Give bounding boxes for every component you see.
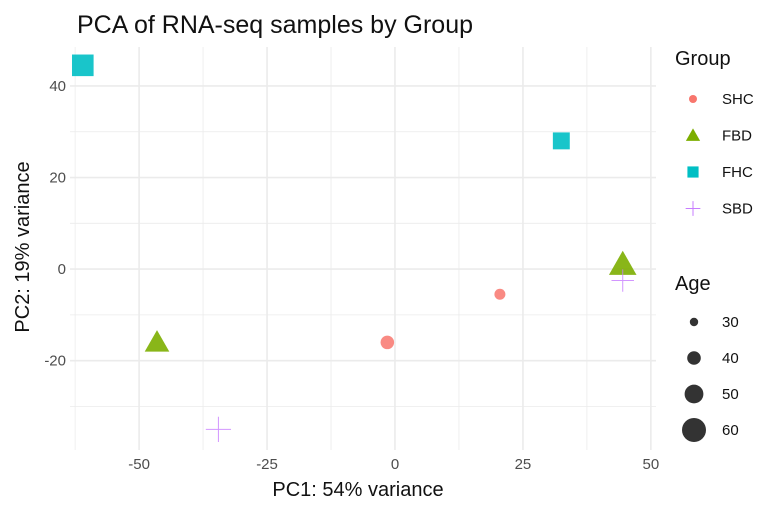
age-legend-key [684,384,704,404]
age-legend-label: 60 [722,422,739,439]
group-legend-title: Group [675,48,731,70]
data-point-fbd [608,250,637,275]
legend-label-sbd: SBD [722,201,753,218]
x-axis-title: PC1: 54% variance [272,479,443,501]
x-tick-label: -25 [256,456,278,473]
data-point-fhc [71,54,94,77]
legend-label-fbd: FBD [722,128,752,145]
group-legend: Group SHC FBD FHC SBD [675,48,754,218]
data-point-shc [494,288,506,300]
age-legend-key [687,351,701,365]
x-tick-label: 50 [643,456,660,473]
y-axis-title: PC2: 19% variance [12,161,34,332]
data-point-shc [380,335,395,350]
data-points [71,54,637,442]
x-tick-label: 25 [515,456,532,473]
age-legend-title: Age [675,273,711,295]
x-tick-label: -50 [128,456,150,473]
age-legend: Age 30 40 50 60 [675,273,739,442]
y-tick-label: 0 [58,261,66,278]
data-point-fhc [552,132,570,150]
data-point-fbd [144,330,170,352]
age-legend-key [689,317,699,327]
y-tick-label: 20 [49,170,66,187]
data-point-sbd [611,269,634,292]
legend-key-shc [689,95,697,103]
legend-key-sbd [685,201,701,216]
y-tick-label: 40 [49,78,66,95]
legend-label-shc: SHC [722,91,754,108]
legend-key-fbd [685,128,701,141]
legend-label-fhc: FHC [722,164,753,181]
y-tick-label: -20 [44,353,66,370]
x-tick-label: 0 [391,456,399,473]
age-legend-label: 50 [722,386,739,403]
grid-lines [70,47,656,450]
legend-key-fhc [687,166,699,178]
age-legend-label: 30 [722,314,739,331]
age-legend-key [682,418,706,442]
age-legend-label: 40 [722,350,739,367]
chart-title: PCA of RNA-seq samples by Group [77,11,473,39]
axis-ticks: -50 -25 0 25 50 -20 0 20 40 [44,78,659,473]
data-point-sbd [205,416,232,442]
